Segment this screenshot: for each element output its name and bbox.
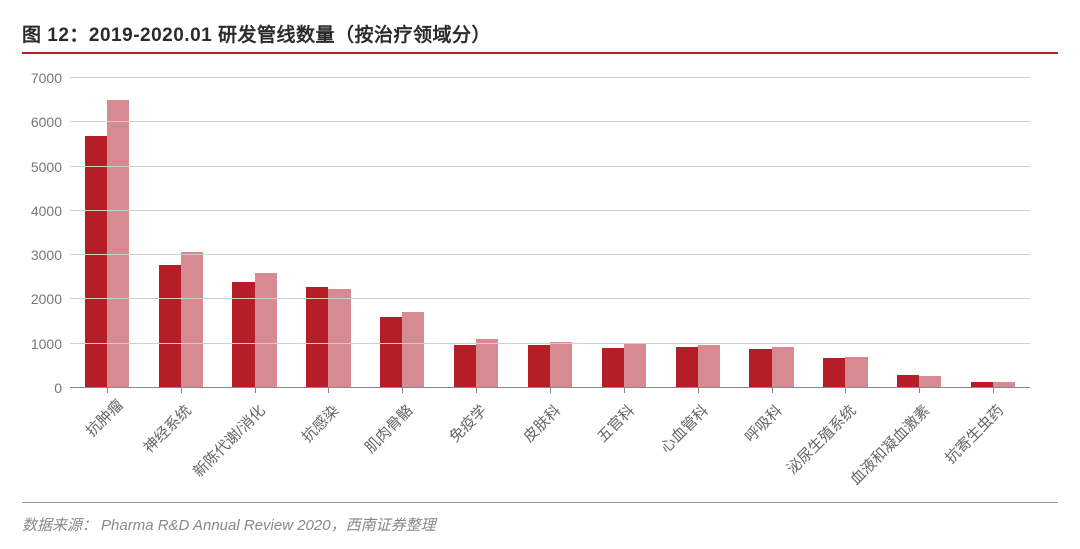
bar [159, 265, 181, 388]
gridline [70, 210, 1030, 211]
bar [823, 358, 845, 388]
bar [402, 312, 424, 388]
y-axis-tick-label: 1000 [31, 336, 70, 352]
bar [550, 342, 572, 389]
bar [181, 252, 203, 388]
bar [85, 136, 107, 388]
bar [772, 347, 794, 388]
figure-title: 图 12：2019-2020.01 研发管线数量（按治疗领域分） [22, 20, 491, 47]
x-axis-category-label: 抗肿瘤 [81, 400, 122, 441]
source-label: 数据来源： [22, 514, 97, 535]
bar [107, 100, 129, 388]
title-bar: 图 12：2019-2020.01 研发管线数量（按治疗领域分） [22, 14, 1058, 54]
gridline [70, 298, 1030, 299]
figure-number: 图 12： [22, 25, 89, 46]
bar [528, 345, 550, 388]
gridline [70, 166, 1030, 167]
bar [476, 339, 498, 388]
bar [306, 287, 328, 388]
y-axis-tick-label: 7000 [31, 70, 70, 86]
bars-layer [70, 78, 1030, 388]
bar [454, 345, 476, 388]
bar [624, 343, 646, 388]
x-axis-labels: 抗肿瘤神经系统新陈代谢/消化抗感染肌肉骨骼免疫学皮肤科五官科心血管科呼吸科泌尿生… [70, 388, 1030, 508]
y-axis-tick-label: 2000 [31, 291, 70, 307]
figure-container: 图 12：2019-2020.01 研发管线数量（按治疗领域分） 0100020… [0, 0, 1080, 549]
bar [255, 273, 277, 388]
y-axis-tick-label: 6000 [31, 114, 70, 130]
figure-title-text: 2019-2020.01 研发管线数量（按治疗领域分） [89, 25, 491, 46]
gridline [70, 343, 1030, 344]
source-text: Pharma R&D Annual Review 2020，西南证券整理 [101, 514, 436, 535]
y-axis-tick-label: 4000 [31, 203, 70, 219]
gridline [70, 77, 1030, 78]
bar [749, 349, 771, 388]
gridline [70, 121, 1030, 122]
bar [845, 357, 867, 388]
y-axis-tick-label: 0 [54, 380, 70, 396]
bar [380, 317, 402, 388]
bar [698, 345, 720, 388]
bar [328, 289, 350, 388]
bar [676, 347, 698, 388]
chart-plot-area: 01000200030004000500060007000 [70, 78, 1030, 388]
y-axis-tick-label: 3000 [31, 247, 70, 263]
source-footer: 数据来源： Pharma R&D Annual Review 2020，西南证券… [22, 502, 1058, 535]
y-axis-tick-label: 5000 [31, 159, 70, 175]
bar [602, 348, 624, 388]
gridline [70, 254, 1030, 255]
